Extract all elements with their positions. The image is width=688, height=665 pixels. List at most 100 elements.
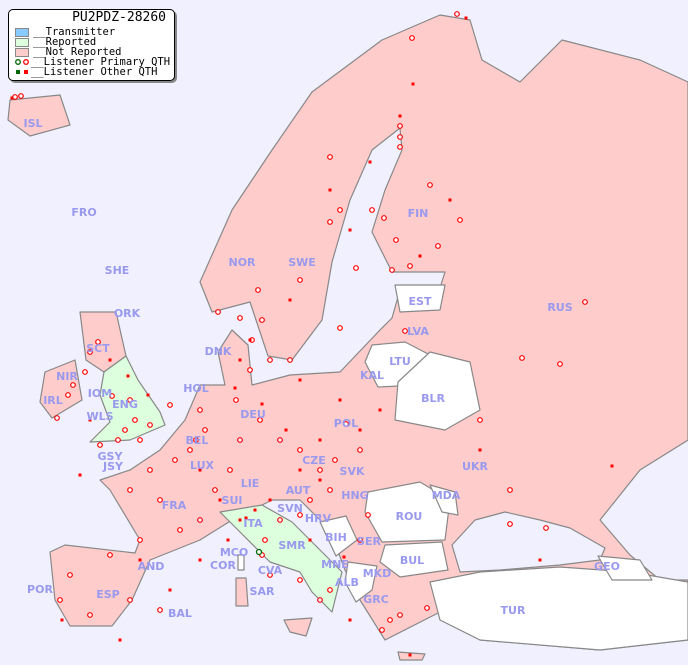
listener-other-qth-marker [10, 96, 14, 100]
listener-primary-qth-marker [247, 367, 253, 373]
legend-label: __Listener Other QTH [31, 66, 158, 78]
listener-other-qth-marker [464, 16, 468, 20]
listener-primary-qth-marker [215, 309, 221, 315]
country-label-isl: ISL [23, 117, 42, 130]
listener-primary-qth-marker [193, 437, 199, 443]
listener-primary-qth-marker [557, 361, 563, 367]
country-label-dnk: DNK [205, 345, 232, 358]
listener-primary-qth-marker [54, 415, 60, 421]
listener-other-qth-marker [168, 588, 172, 592]
country-label-jsy: JSY [102, 460, 124, 473]
legend-label: __Listener Primary QTH [31, 56, 171, 68]
listener-other-qth-marker [318, 478, 322, 482]
listener-primary-qth-marker [147, 422, 153, 428]
listener-primary-qth-marker [107, 552, 113, 558]
legend-reported: __Reported [9, 37, 174, 47]
listener-other-qth-marker [248, 338, 252, 342]
listener-primary-qth-marker [327, 154, 333, 160]
listener-other-qth-marker [348, 228, 352, 232]
listener-other-qth-marker [218, 498, 222, 502]
listener-primary-qth-marker [157, 607, 163, 613]
country-label-svk: SVK [340, 465, 365, 478]
country-label-mne: MNE [321, 558, 349, 571]
listener-primary-qth-marker [287, 357, 293, 363]
listener-primary-qth-marker [172, 457, 178, 463]
country-label-mkd: MKD [363, 567, 392, 580]
country-geo [597, 555, 653, 581]
country-label-she: SHE [105, 264, 130, 277]
listener-primary-qth-marker [137, 537, 143, 543]
country-label-swe: SWE [288, 256, 316, 269]
listener-other-qth-marker [368, 160, 372, 164]
country-label-deu: DEU [240, 408, 266, 421]
listener-primary-qth-marker [327, 587, 333, 593]
listener-primary-qth-marker [70, 382, 76, 388]
listener-primary-qth-marker [132, 417, 138, 423]
legend-transmitter: __Transmitter [9, 27, 174, 37]
country-label-nir: NIR [56, 370, 78, 383]
country-label-ita: ITA [243, 517, 263, 530]
listener-other-qth-marker [318, 438, 322, 442]
country-label-rus: RUS [547, 301, 572, 314]
listener-primary-qth-marker [381, 215, 387, 221]
country-label-fro: FRO [71, 206, 96, 219]
listener-primary-qth-marker [397, 612, 403, 618]
listener-primary-qth-marker [167, 402, 173, 408]
listener-primary-qth-marker [237, 315, 243, 321]
listener-primary-qth-marker [87, 349, 93, 355]
listener-other-qth-marker [118, 638, 122, 642]
listener-primary-qth-marker [435, 243, 441, 249]
country-label-lie: LIE [241, 477, 260, 490]
listener-primary-qth-marker [262, 537, 268, 543]
listener-primary-qth-marker [157, 497, 163, 503]
country-label-fra: FRA [162, 499, 187, 512]
legend-not-reported: __Not Reported [9, 47, 174, 57]
listener-markers [10, 11, 614, 657]
country-label-and: AND [138, 560, 165, 573]
country-label-esp: ESP [96, 588, 120, 601]
country-label-irl: IRL [43, 394, 63, 407]
listener-primary-qth-marker [95, 339, 101, 345]
listener-primary-qth-marker [297, 447, 303, 453]
black-sea [451, 511, 606, 573]
listener-primary-qth-marker [343, 421, 349, 427]
country-est [394, 284, 446, 313]
country-label-geo: GEO [594, 560, 620, 573]
listener-primary-qth-marker [397, 134, 403, 140]
listener-primary-qth-marker [427, 182, 433, 188]
listener-primary-qth-marker [277, 437, 283, 443]
listener-primary-qth-marker [389, 267, 395, 273]
country-label-grc: GRC [363, 593, 389, 606]
listener-primary-qth-marker [255, 287, 261, 293]
listener-primary-qth-marker [353, 265, 359, 271]
listener-primary-qth-marker [197, 407, 203, 413]
reported-swatch [15, 37, 29, 47]
country-label-blr: BLR [421, 392, 445, 405]
country-label-est: EST [409, 295, 432, 308]
listener-other-qth-marker [198, 468, 202, 472]
listener-primary-qth-marker [297, 277, 303, 283]
listener-primary-qth-marker [332, 457, 338, 463]
listener-primary-qth-marker [127, 487, 133, 493]
country-cor [237, 554, 245, 571]
listener-other-qth-marker [411, 82, 415, 86]
country-sar [235, 577, 249, 607]
listener-primary-qth-marker [379, 627, 385, 633]
country-label-eng: ENG [112, 398, 138, 411]
listener-other-qth-marker [298, 378, 302, 382]
legend-primary-qth: __Listener Primary QTH [9, 57, 174, 67]
country-irl [39, 359, 83, 419]
legend-other-qth: __Listener Other QTH [9, 67, 174, 77]
listener-other-qth-marker [308, 538, 312, 542]
listener-primary-qth-marker [519, 355, 525, 361]
country-label-gsy: GSY [98, 450, 124, 463]
country-bul [379, 541, 449, 578]
country-label-pol: POL [334, 417, 358, 430]
listener-primary-qth-marker [115, 437, 121, 443]
country-label-mda: MDA [432, 489, 461, 502]
country-label-cze: CZE [302, 454, 326, 467]
country-label-hng: HNG [341, 489, 368, 502]
listener-primary-qth-marker [357, 537, 363, 543]
listener-other-qth-marker [253, 508, 257, 512]
